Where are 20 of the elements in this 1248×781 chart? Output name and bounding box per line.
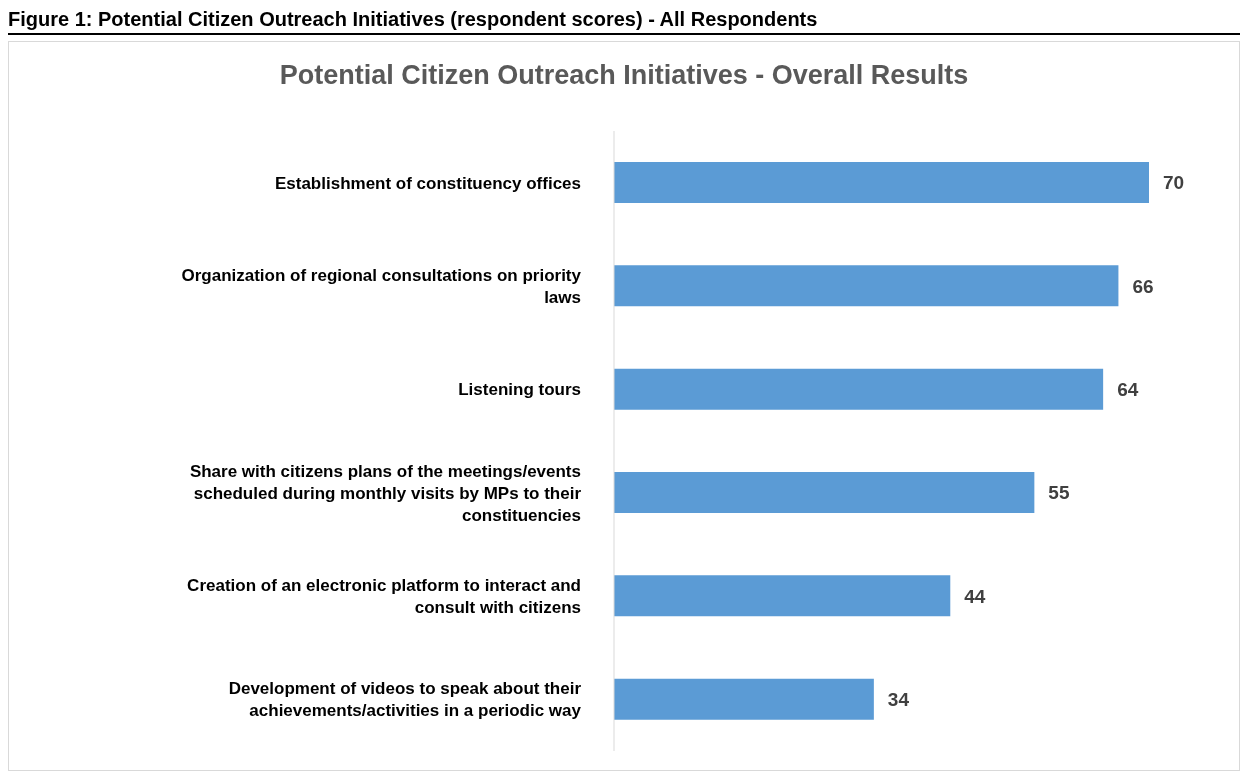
y-tick-label: Development of videos to speak about their achievements/activities in a periodic way [228,679,582,721]
bar [614,472,1035,513]
bar [614,368,1104,410]
data-label: 44 [964,585,986,607]
y-tick-label: Listening tours [458,380,581,400]
data-label: 66 [1132,275,1154,297]
bar [614,678,874,720]
bar [614,162,1149,203]
caption: Figure 1: Potential Citizen Outreach Initiatives (respondent scores) - All Respondents [8,8,1240,35]
y-tick-label: Creation of an electronic platform to interact and consult with citizens [187,575,581,617]
chart-title: Potential Citizen Outreach Initiatives - Overall Results [278,60,970,91]
data-label: 55 [1048,482,1070,504]
bar [614,575,951,617]
y-tick-label: Organization of regional consultations on priority laws [181,265,582,307]
bar [614,265,1119,307]
data-label: 70 [1163,172,1185,194]
data-label: 34 [887,688,910,710]
y-tick-label: Establishment of constituency offices [274,173,581,193]
data-label: 64 [1117,378,1139,400]
y-tick-label: Share with citizens plans of the meetings/events scheduled during monthly visits by MPs to their constituencies [189,461,582,525]
